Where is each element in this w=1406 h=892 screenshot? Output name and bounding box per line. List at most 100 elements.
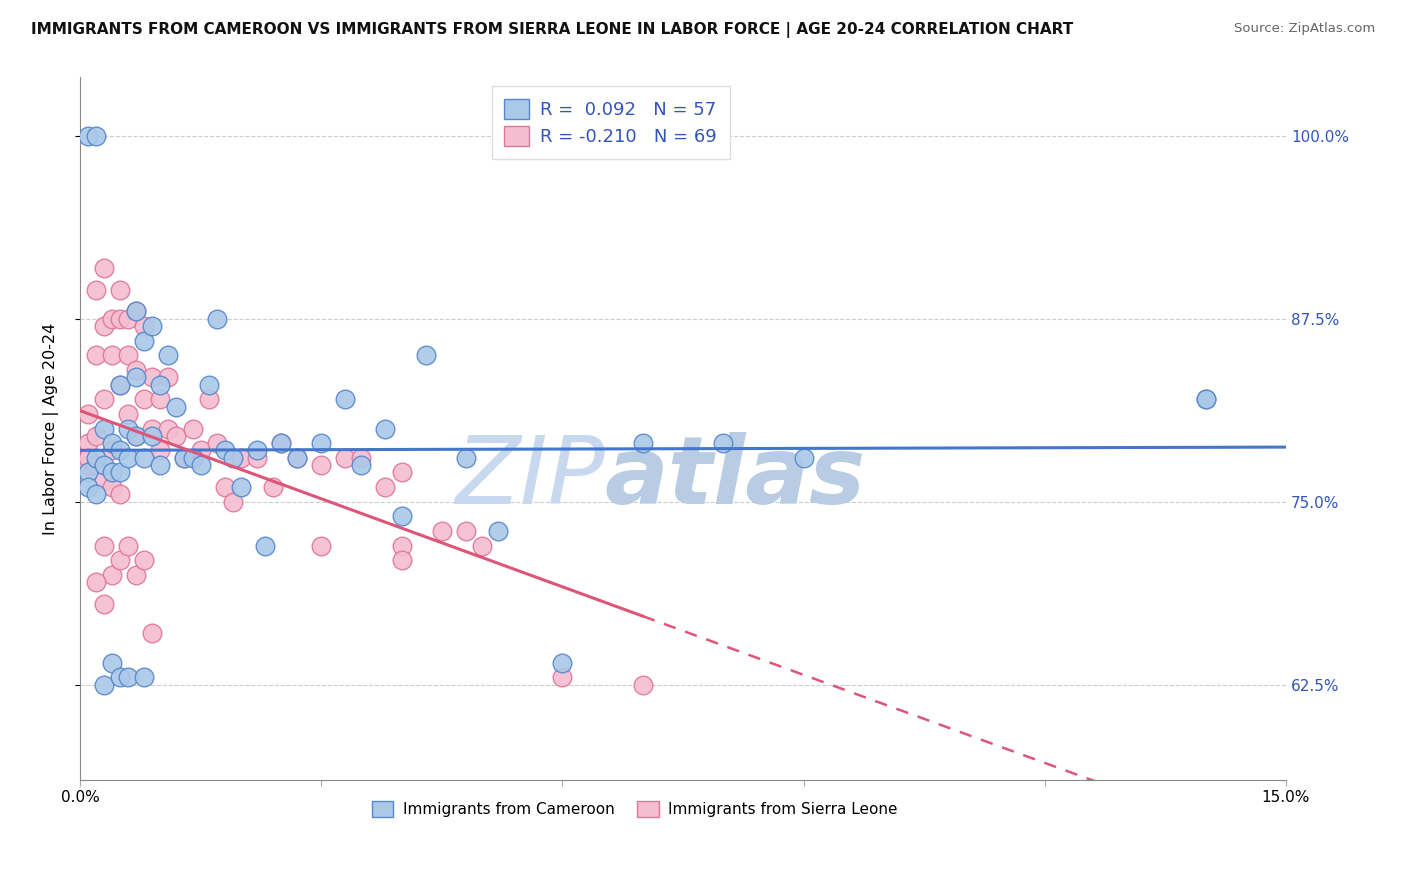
- Point: [125, 567, 148, 582]
- Point: [141, 626, 163, 640]
- Point: [270, 436, 292, 450]
- Point: [149, 392, 172, 407]
- Text: ZIP: ZIP: [456, 433, 605, 524]
- Point: [101, 348, 124, 362]
- Point: [1194, 392, 1216, 407]
- Text: Source: ZipAtlas.com: Source: ZipAtlas.com: [1234, 22, 1375, 36]
- Point: [309, 458, 332, 472]
- Point: [374, 480, 396, 494]
- Point: [229, 480, 252, 494]
- Point: [84, 128, 107, 143]
- Point: [141, 421, 163, 435]
- Point: [108, 670, 131, 684]
- Point: [84, 348, 107, 362]
- Point: [205, 436, 228, 450]
- Point: [77, 458, 100, 472]
- Point: [309, 436, 332, 450]
- Point: [335, 450, 357, 465]
- Point: [181, 450, 204, 465]
- Point: [205, 311, 228, 326]
- Point: [350, 458, 373, 472]
- Point: [149, 377, 172, 392]
- Point: [117, 407, 139, 421]
- Point: [391, 466, 413, 480]
- Point: [631, 436, 654, 450]
- Point: [391, 539, 413, 553]
- Point: [197, 377, 219, 392]
- Point: [117, 311, 139, 326]
- Point: [108, 553, 131, 567]
- Point: [173, 450, 195, 465]
- Point: [108, 311, 131, 326]
- Point: [134, 319, 156, 334]
- Y-axis label: In Labor Force | Age 20-24: In Labor Force | Age 20-24: [44, 322, 59, 534]
- Point: [101, 436, 124, 450]
- Point: [246, 443, 269, 458]
- Point: [711, 436, 734, 450]
- Point: [309, 539, 332, 553]
- Point: [134, 392, 156, 407]
- Point: [117, 421, 139, 435]
- Point: [335, 392, 357, 407]
- Point: [262, 480, 284, 494]
- Point: [141, 370, 163, 384]
- Point: [125, 304, 148, 318]
- Point: [149, 443, 172, 458]
- Point: [157, 421, 180, 435]
- Point: [141, 429, 163, 443]
- Text: IMMIGRANTS FROM CAMEROON VS IMMIGRANTS FROM SIERRA LEONE IN LABOR FORCE | AGE 20: IMMIGRANTS FROM CAMEROON VS IMMIGRANTS F…: [31, 22, 1073, 38]
- Point: [229, 450, 252, 465]
- Point: [84, 450, 107, 465]
- Point: [134, 334, 156, 348]
- Point: [125, 363, 148, 377]
- Point: [125, 370, 148, 384]
- Point: [374, 421, 396, 435]
- Point: [793, 450, 815, 465]
- Point: [141, 319, 163, 334]
- Point: [173, 450, 195, 465]
- Point: [125, 429, 148, 443]
- Point: [77, 407, 100, 421]
- Point: [134, 670, 156, 684]
- Point: [350, 450, 373, 465]
- Point: [93, 677, 115, 691]
- Point: [84, 429, 107, 443]
- Point: [84, 487, 107, 501]
- Point: [108, 377, 131, 392]
- Point: [108, 283, 131, 297]
- Point: [253, 539, 276, 553]
- Point: [93, 473, 115, 487]
- Point: [101, 567, 124, 582]
- Point: [84, 575, 107, 590]
- Point: [165, 400, 187, 414]
- Point: [77, 436, 100, 450]
- Point: [285, 450, 308, 465]
- Point: [93, 458, 115, 472]
- Point: [108, 377, 131, 392]
- Point: [1194, 392, 1216, 407]
- Point: [117, 670, 139, 684]
- Point: [430, 524, 453, 538]
- Point: [101, 656, 124, 670]
- Point: [486, 524, 509, 538]
- Text: atlas: atlas: [605, 432, 866, 524]
- Point: [214, 443, 236, 458]
- Point: [101, 311, 124, 326]
- Point: [454, 524, 477, 538]
- Point: [551, 670, 574, 684]
- Point: [197, 392, 219, 407]
- Point: [246, 450, 269, 465]
- Point: [190, 443, 212, 458]
- Point: [631, 677, 654, 691]
- Point: [391, 553, 413, 567]
- Point: [84, 283, 107, 297]
- Point: [101, 480, 124, 494]
- Point: [93, 539, 115, 553]
- Point: [285, 450, 308, 465]
- Point: [108, 443, 131, 458]
- Point: [214, 480, 236, 494]
- Point: [77, 128, 100, 143]
- Point: [391, 509, 413, 524]
- Point: [108, 466, 131, 480]
- Point: [270, 436, 292, 450]
